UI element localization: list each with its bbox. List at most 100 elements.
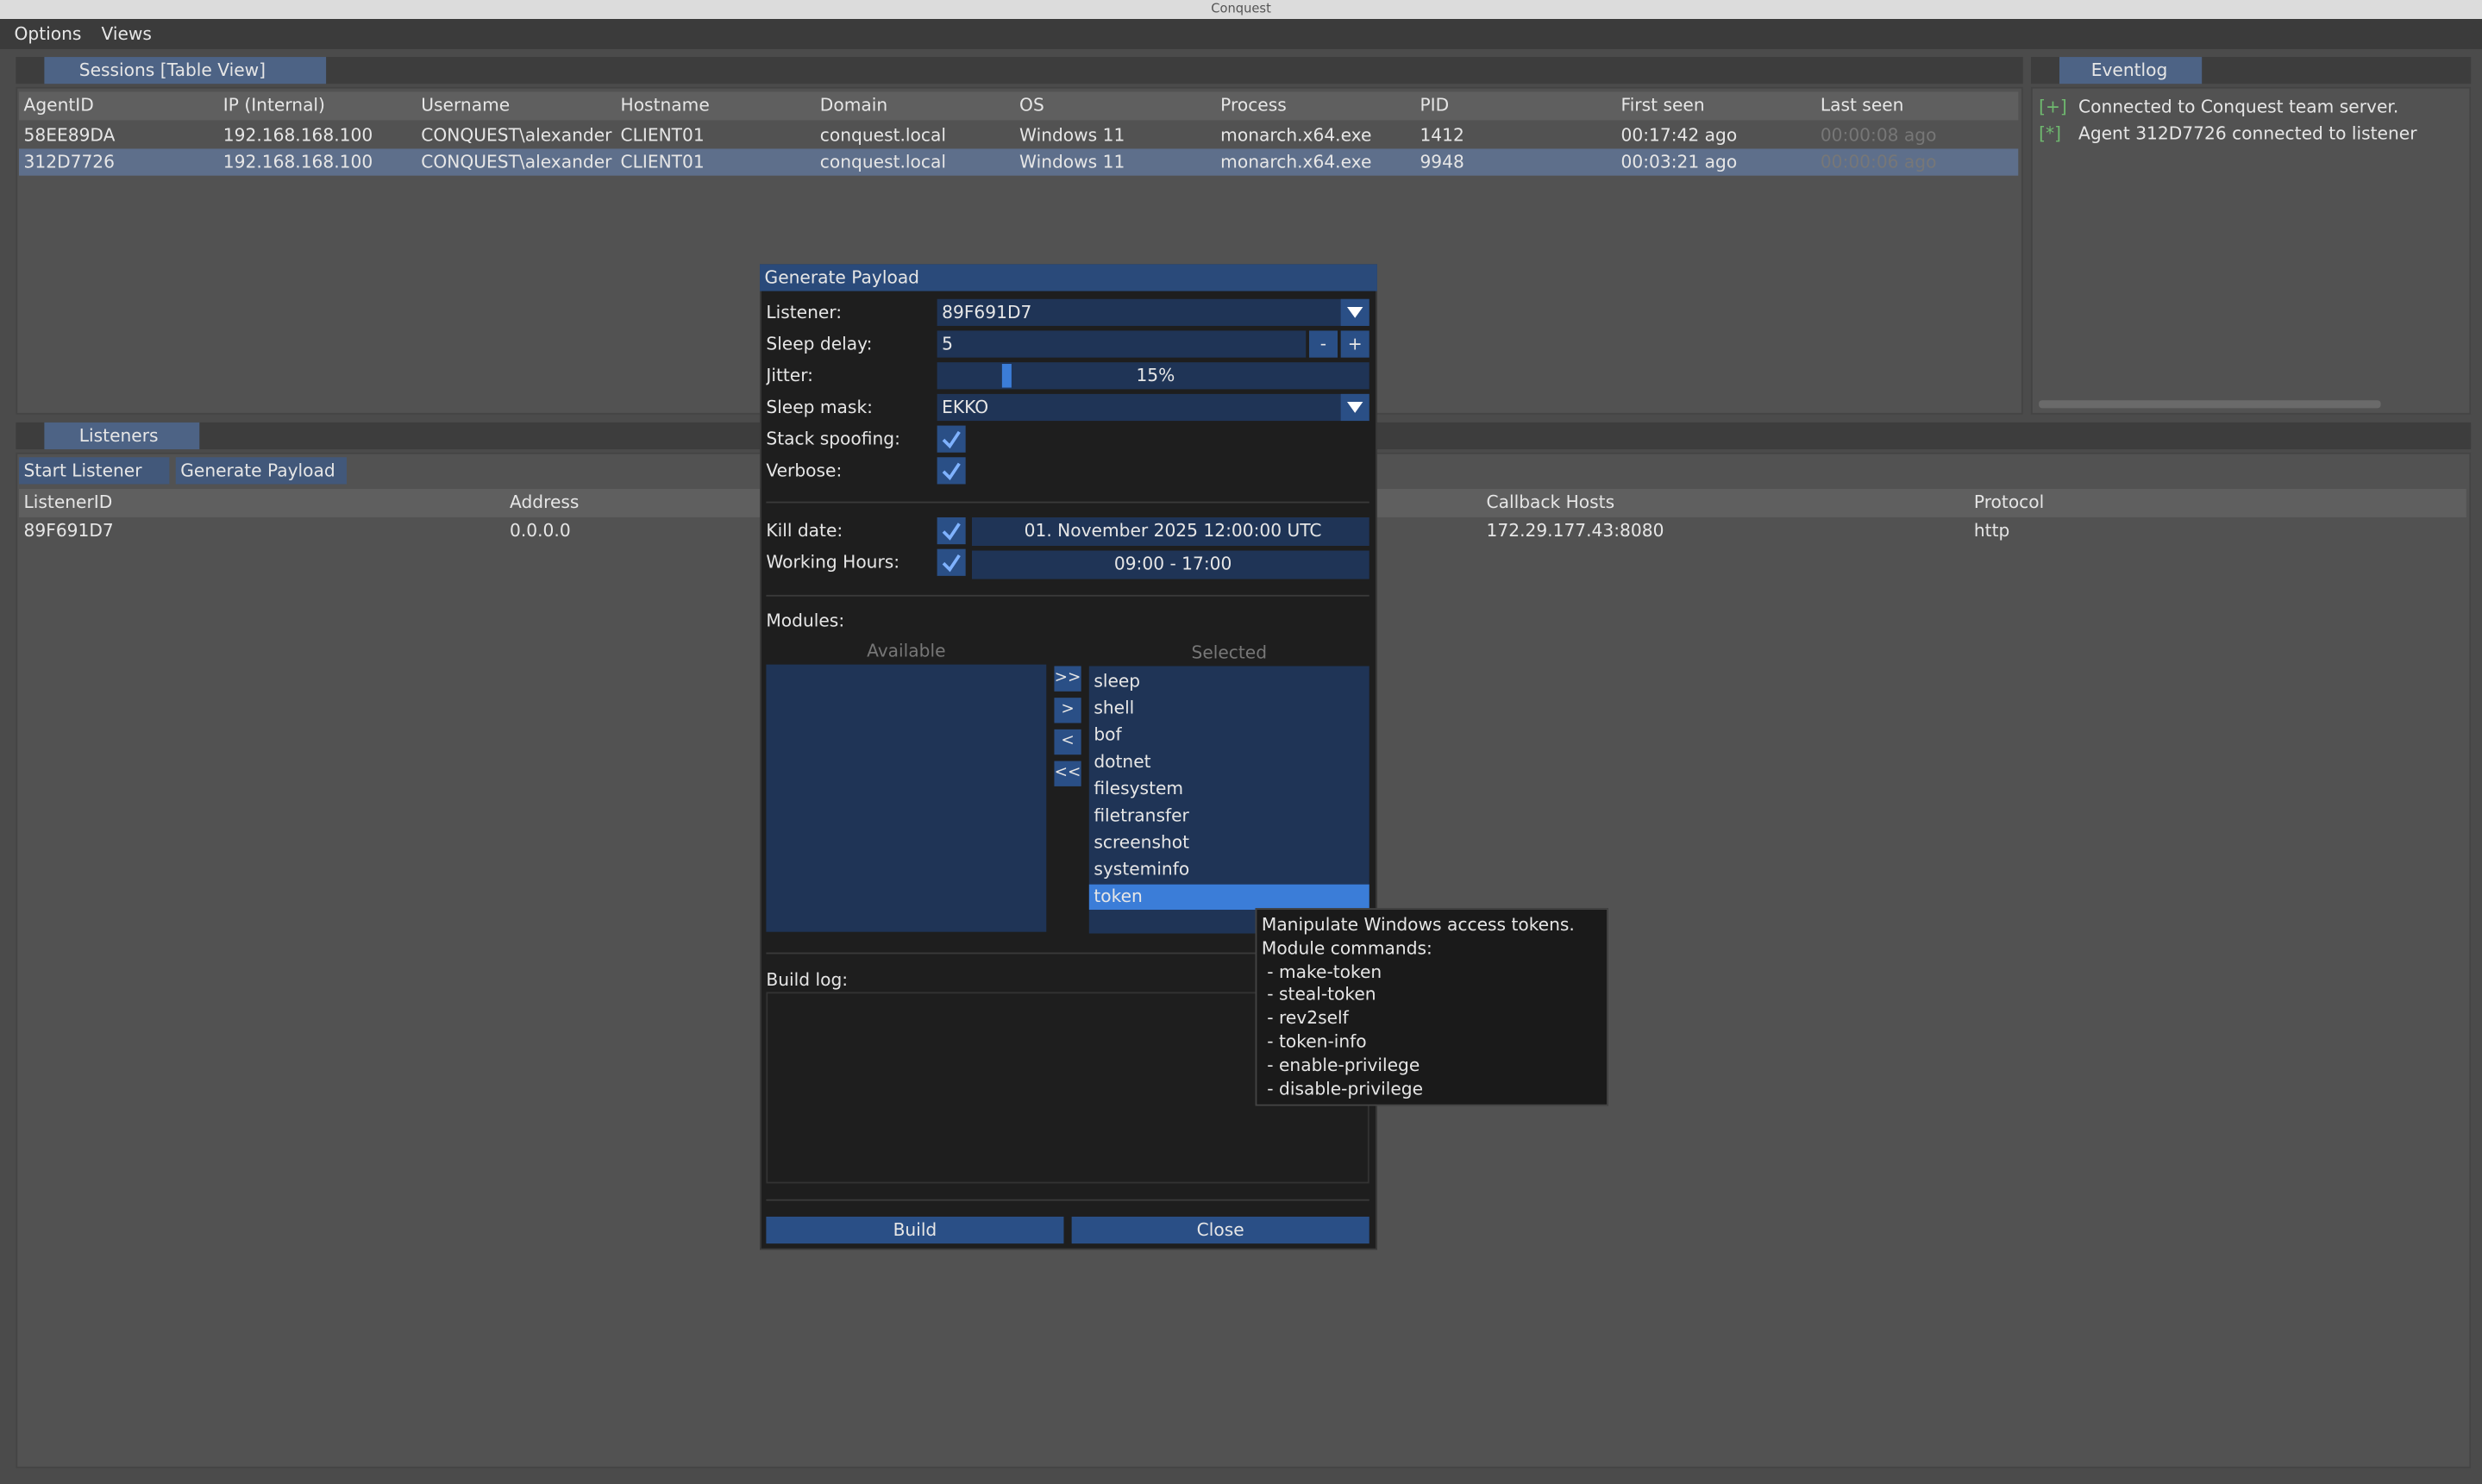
module-item[interactable]: token	[1089, 885, 1369, 910]
session-cell: CLIENT01	[621, 122, 818, 148]
eventlog-tab[interactable]: Eventlog	[2059, 57, 2202, 84]
dropdown-arrow	[1341, 299, 1369, 326]
input[interactable]: 01. November 2025 12:00:00 UTC	[972, 517, 1369, 546]
module-item[interactable]: filesystem	[1089, 777, 1369, 802]
session-cell: conquest.local	[820, 122, 1018, 148]
check-icon	[937, 426, 966, 453]
button[interactable]: Generate Payload	[176, 457, 347, 484]
log-prefix: [+]	[2039, 93, 2077, 120]
separator	[766, 1199, 1369, 1201]
button[interactable]: Build	[766, 1217, 1063, 1243]
move-button[interactable]: <	[1054, 729, 1081, 755]
available-list[interactable]	[766, 665, 1046, 932]
slider-grab	[1002, 364, 1012, 388]
move-button[interactable]: >	[1054, 698, 1081, 723]
column-header: IP (Internal)	[223, 91, 421, 120]
session-cell: Windows 11	[1019, 148, 1217, 175]
tooltip-line: - enable-privilege	[1262, 1054, 1603, 1078]
log-prefix: [*]	[2039, 120, 2077, 147]
move-button[interactable]: >>	[1054, 666, 1081, 691]
button[interactable]: Close	[1072, 1217, 1369, 1243]
button[interactable]: Start Listener	[19, 457, 169, 484]
menu-item[interactable]: Views	[101, 19, 180, 49]
separator	[766, 595, 1369, 597]
session-cell: 192.168.168.100	[223, 122, 421, 148]
list-label: Selected	[1089, 639, 1369, 666]
field-label: Verbose:	[766, 457, 932, 484]
column-header: Process	[1220, 91, 1418, 120]
column-header: ListenerID	[24, 489, 499, 517]
listener-cell: http	[1974, 517, 2449, 544]
module-item[interactable]: filetransfer	[1089, 804, 1369, 829]
window-controls	[2400, 0, 2482, 19]
list-label: Available	[766, 637, 1046, 664]
checkbox[interactable]	[937, 457, 966, 484]
session-cell: 58EE89DA	[24, 122, 222, 148]
button[interactable]: +	[1341, 330, 1369, 357]
field-label: Modules:	[766, 608, 932, 635]
session-cell: 9948	[1420, 148, 1617, 175]
session-cell: conquest.local	[820, 148, 1018, 175]
dialog-title: Generate Payload	[765, 264, 1240, 291]
dropdown[interactable]: EKKO	[937, 394, 1369, 421]
field-label: Sleep delay:	[766, 330, 932, 357]
input[interactable]: 09:00 - 17:00	[972, 551, 1369, 579]
column-header: OS	[1019, 91, 1217, 120]
sessions-tab[interactable]: Sessions [Table View]	[44, 57, 326, 84]
column-header: Callback Hosts	[1487, 489, 1962, 517]
module-item[interactable]: bof	[1089, 723, 1369, 748]
log-text: Connected to Conquest team server.	[2078, 93, 2469, 120]
column-header: First seen	[1621, 91, 1819, 120]
window-title: Conquest	[0, 0, 2482, 19]
column-header: Hostname	[621, 91, 818, 120]
column-header: Username	[421, 91, 618, 120]
dropdown[interactable]: 89F691D7	[937, 299, 1369, 326]
close-icon[interactable]	[1349, 264, 1374, 291]
checkbox[interactable]	[937, 517, 966, 544]
tooltip-line: - rev2self	[1262, 1006, 1603, 1030]
session-cell: 00:00:08 ago	[1821, 122, 2018, 148]
tooltip-line: - make-token	[1262, 960, 1603, 984]
column-header: Domain	[820, 91, 1018, 120]
module-item[interactable]: dotnet	[1089, 750, 1369, 775]
module-item[interactable]: sleep	[1089, 669, 1369, 694]
tooltip-line: - token-info	[1262, 1030, 1603, 1054]
column-header: AgentID	[24, 91, 222, 120]
module-item[interactable]: screenshot	[1089, 830, 1369, 855]
module-item[interactable]: shell	[1089, 696, 1369, 721]
checkbox[interactable]	[937, 426, 966, 453]
field-label: Build log:	[766, 967, 932, 993]
field-label: Stack spoofing:	[766, 426, 932, 453]
field-label: Listener:	[766, 299, 932, 326]
separator	[766, 502, 1369, 504]
session-cell: 00:17:42 ago	[1621, 122, 1819, 148]
listeners-tab[interactable]: Listeners	[44, 423, 199, 449]
checkbox[interactable]	[937, 549, 966, 576]
button[interactable]: -	[1309, 330, 1338, 357]
session-cell: 00:03:21 ago	[1621, 148, 1819, 175]
input[interactable]: 5	[937, 330, 1307, 357]
session-cell: monarch.x64.exe	[1220, 148, 1418, 175]
check-icon	[937, 549, 966, 576]
module-item[interactable]: systeminfo	[1089, 857, 1369, 882]
dropdown-arrow	[1341, 394, 1369, 421]
field-label: Sleep mask:	[766, 394, 932, 421]
session-cell: Windows 11	[1019, 122, 1217, 148]
move-button[interactable]: <<	[1054, 761, 1081, 786]
tooltip-line: - steal-token	[1262, 983, 1603, 1007]
check-icon	[937, 457, 966, 484]
listener-cell: 89F691D7	[24, 517, 499, 544]
field-label: Working Hours:	[766, 549, 932, 576]
session-cell: CONQUEST\alexander	[421, 122, 618, 148]
log-text: Agent 312D7726 connected to listener	[2078, 120, 2469, 147]
menu-item[interactable]: Options	[15, 19, 94, 49]
menu-bar	[0, 19, 2482, 49]
session-cell: monarch.x64.exe	[1220, 122, 1418, 148]
session-cell: CONQUEST\alexander	[421, 148, 618, 175]
arrow-icon	[1341, 394, 1369, 421]
session-cell: 192.168.168.100	[223, 148, 421, 175]
arrow-icon	[1341, 299, 1369, 326]
scrollbar	[2039, 400, 2380, 408]
field-label: Jitter:	[766, 362, 932, 389]
